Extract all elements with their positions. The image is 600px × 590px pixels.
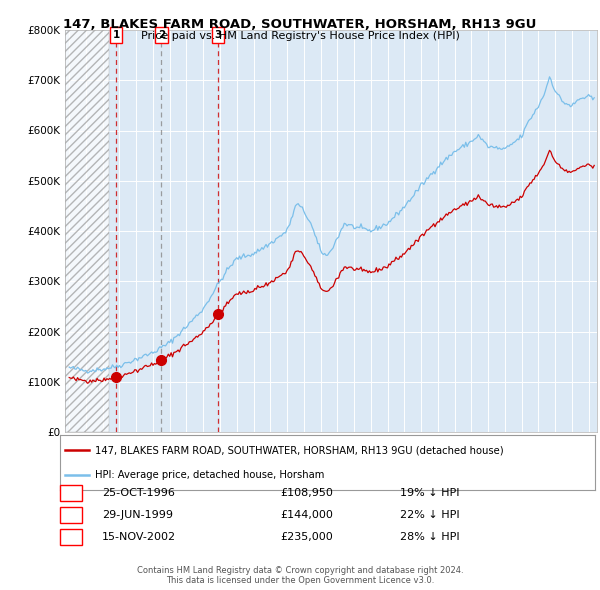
Text: 29-JUN-1999: 29-JUN-1999	[102, 510, 173, 520]
Text: 2: 2	[158, 30, 165, 40]
Text: 2: 2	[67, 510, 75, 520]
Text: 15-NOV-2002: 15-NOV-2002	[102, 532, 176, 542]
Text: £144,000: £144,000	[280, 510, 333, 520]
Text: 25-OCT-1996: 25-OCT-1996	[102, 488, 175, 498]
Text: £235,000: £235,000	[280, 532, 333, 542]
Text: 1: 1	[112, 30, 119, 40]
Text: £108,950: £108,950	[280, 488, 333, 498]
Bar	[65, 30, 109, 432]
Text: 19% ↓ HPI: 19% ↓ HPI	[400, 488, 460, 498]
Text: 3: 3	[214, 30, 221, 40]
Text: 1: 1	[67, 488, 75, 498]
Text: 22% ↓ HPI: 22% ↓ HPI	[400, 510, 460, 520]
Text: Price paid vs. HM Land Registry's House Price Index (HPI): Price paid vs. HM Land Registry's House …	[140, 31, 460, 41]
Text: 147, BLAKES FARM ROAD, SOUTHWATER, HORSHAM, RH13 9GU: 147, BLAKES FARM ROAD, SOUTHWATER, HORSH…	[64, 18, 536, 31]
Text: 3: 3	[67, 532, 75, 542]
Text: 147, BLAKES FARM ROAD, SOUTHWATER, HORSHAM, RH13 9GU (detached house): 147, BLAKES FARM ROAD, SOUTHWATER, HORSH…	[95, 445, 503, 455]
Text: HPI: Average price, detached house, Horsham: HPI: Average price, detached house, Hors…	[95, 470, 324, 480]
Text: Contains HM Land Registry data © Crown copyright and database right 2024.
This d: Contains HM Land Registry data © Crown c…	[137, 566, 463, 585]
Text: 28% ↓ HPI: 28% ↓ HPI	[400, 532, 460, 542]
